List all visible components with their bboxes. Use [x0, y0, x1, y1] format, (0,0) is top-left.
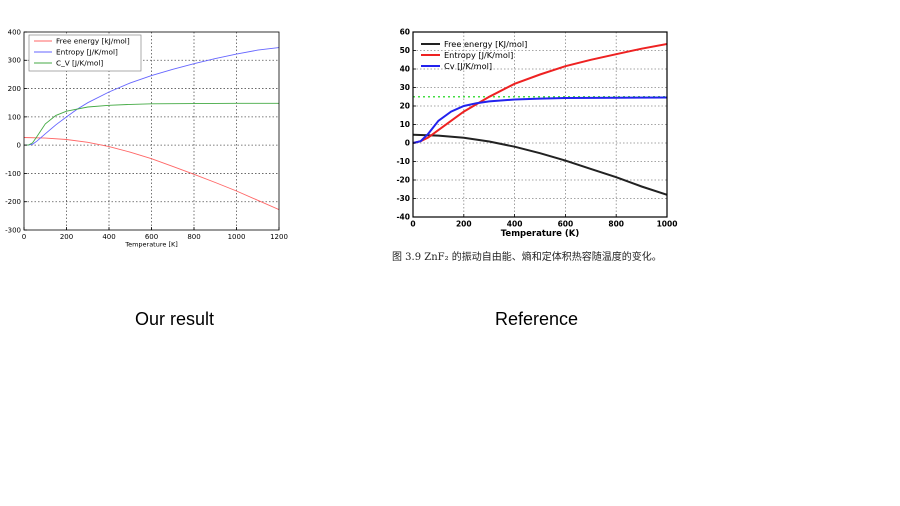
x-tick-label: 400 — [507, 220, 523, 229]
figure-caption: 图 3.9 ZnF₂ 的振动自由能、熵和定体积热容随温度的变化。 — [392, 252, 662, 263]
y-tick-label: 300 — [8, 57, 21, 65]
legend-entry-0: Free energy [KJ/mol] — [444, 39, 527, 49]
legend-entry-2: C_V [J/K/mol] — [56, 59, 103, 68]
y-tick-label: 60 — [400, 28, 410, 37]
x-tick-label: 1200 — [270, 233, 288, 241]
y-tick-label: 40 — [400, 65, 410, 74]
y-tick-label: 400 — [8, 28, 21, 36]
x-tick-label: 400 — [102, 233, 115, 241]
x-tick-label: 800 — [187, 233, 200, 241]
y-tick-label: 20 — [400, 102, 410, 111]
y-tick-label: -10 — [396, 157, 410, 166]
series-line-2 — [24, 102, 279, 146]
y-tick-label: 30 — [400, 83, 410, 92]
x-tick-label: 0 — [410, 220, 415, 229]
legend-entry-1: Entropy [J/K/mol] — [444, 50, 513, 60]
y-tick-label: 0 — [405, 139, 410, 148]
y-tick-label: 50 — [400, 46, 410, 55]
x-tick-label: 0 — [22, 233, 26, 241]
y-tick-label: -300 — [5, 226, 21, 234]
chart-reference: 0 200 400 600 800 1000 -40 -30 -20 -10 0 10 20 30 40 50… — [396, 28, 678, 239]
y-tick-label: -30 — [396, 194, 410, 203]
x-tick-label: 600 — [145, 233, 158, 241]
legend-entry-0: Free energy [kJ/mol] — [56, 37, 130, 46]
x-tick-label: 200 — [456, 220, 472, 229]
x-axis-label: Temperature [K] — [124, 241, 178, 249]
x-tick-label: 1000 — [228, 233, 246, 241]
caption-our-result: Our result — [135, 309, 215, 329]
series-line-0 — [413, 133, 667, 196]
y-tick-label: -100 — [5, 170, 21, 178]
legend: Free energy [KJ/mol]Entropy [J/K/mol]Cv … — [421, 39, 527, 71]
legend: Free energy [kJ/mol] Entropy [J/K/mol] C_V… — [28, 34, 142, 72]
x-tick-label: 800 — [608, 220, 624, 229]
series-line-2 — [413, 96, 667, 144]
legend-entry-1: Entropy [J/K/mol] — [56, 48, 118, 57]
y-tick-label: 200 — [8, 85, 21, 93]
y-tick-label: -200 — [5, 198, 21, 206]
chart-our-result: 0 200 400 600 800 1000 1200 -300 -200 -100 0 100 200… — [5, 28, 288, 249]
y-tick-label: 10 — [400, 120, 410, 129]
y-tick-label: -20 — [396, 176, 410, 185]
legend-entry-2: Cv [J/K/mol] — [444, 61, 492, 71]
series-line-0 — [24, 137, 279, 211]
x-axis-label: Temperature (K) — [501, 229, 580, 239]
x-tick-label: 600 — [558, 220, 574, 229]
y-tick-label: 100 — [8, 113, 21, 121]
x-tick-label: 200 — [60, 233, 73, 241]
y-tick-label: -40 — [396, 213, 410, 222]
series-line-1 — [413, 42, 667, 144]
x-tick-label: 1000 — [657, 220, 678, 229]
caption-reference: Reference — [495, 309, 579, 329]
series-line-1 — [24, 47, 279, 146]
y-tick-label: 0 — [17, 142, 21, 150]
